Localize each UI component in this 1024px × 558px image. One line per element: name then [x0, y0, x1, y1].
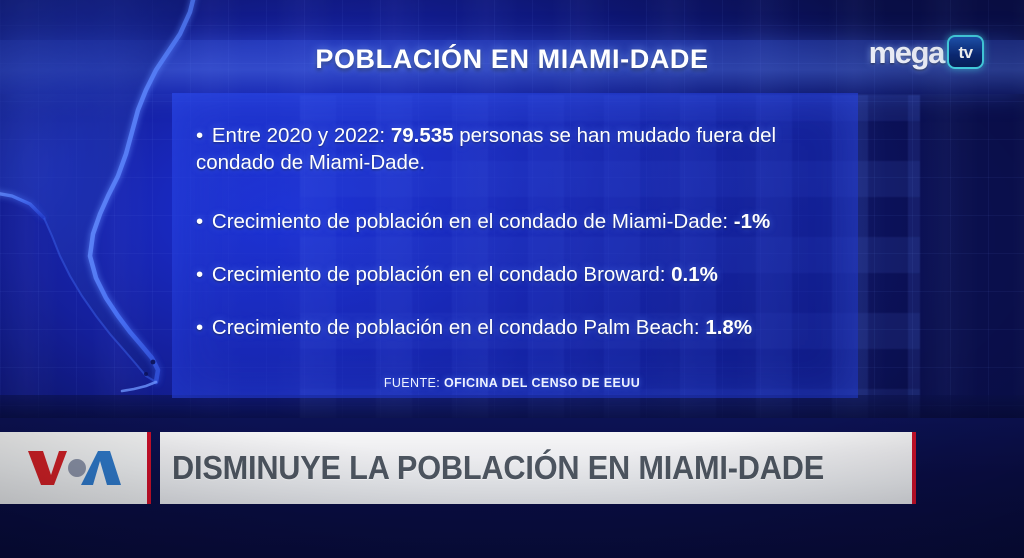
mega-tv-logo: mega tv — [869, 34, 984, 70]
florida-map-icon — [0, 0, 360, 420]
bullet-text-pre: Entre 2020 y 2022: — [206, 124, 391, 147]
bullet-text-pre: Crecimiento de población en el condado P… — [206, 316, 706, 339]
bullet-text-post: personas se han mudado fuera del condado… — [196, 124, 777, 174]
bullet-marker: • — [196, 124, 204, 147]
bullet-highlight-value: -1% — [733, 210, 771, 233]
bullet-marker: • — [196, 316, 204, 339]
source-label: FUENTE: — [383, 376, 441, 390]
lower-third-bar: DISMINUYE LA POBLACIÓN EN MIAMI-DADE — [0, 432, 916, 504]
tv-badge-icon: tv — [947, 35, 984, 69]
stats-panel — [172, 93, 858, 398]
bullet-highlight-value: 1.8% — [705, 316, 753, 339]
source-attribution: FUENTE: OFICINA DEL CENSO DE EEUU — [0, 376, 1024, 390]
headline-panel: DISMINUYE LA POBLACIÓN EN MIAMI-DADE — [160, 432, 916, 504]
voa-logo-panel — [0, 432, 151, 504]
stats-bullet-list: • Entre 2020 y 2022: 79.535 personas se … — [196, 122, 856, 367]
bullet-text-pre: Crecimiento de población en el condado B… — [206, 263, 672, 286]
bullet-highlight-value: 79.535 — [390, 124, 454, 147]
list-item: • Crecimiento de población en el condado… — [196, 314, 856, 341]
list-item: • Crecimiento de población en el condado… — [196, 208, 856, 235]
page-title: POBLACIÓN EN MIAMI-DADE — [315, 44, 709, 74]
list-item: • Crecimiento de población en el condado… — [196, 261, 856, 288]
list-item: • Entre 2020 y 2022: 79.535 personas se … — [196, 122, 856, 176]
bullet-marker: • — [196, 263, 204, 286]
voa-logo-icon — [26, 449, 122, 487]
bullet-highlight-value: 0.1% — [671, 263, 718, 286]
headline-text: DISMINUYE LA POBLACIÓN EN MIAMI-DADE — [172, 449, 825, 486]
bullet-text-pre: Crecimiento de población en el condado d… — [206, 210, 734, 233]
mega-wordmark: mega — [868, 34, 946, 70]
bullet-marker: • — [196, 210, 204, 233]
source-value: OFICINA DEL CENSO DE EEUU — [444, 376, 641, 390]
tv-badge-label: tv — [958, 42, 973, 62]
